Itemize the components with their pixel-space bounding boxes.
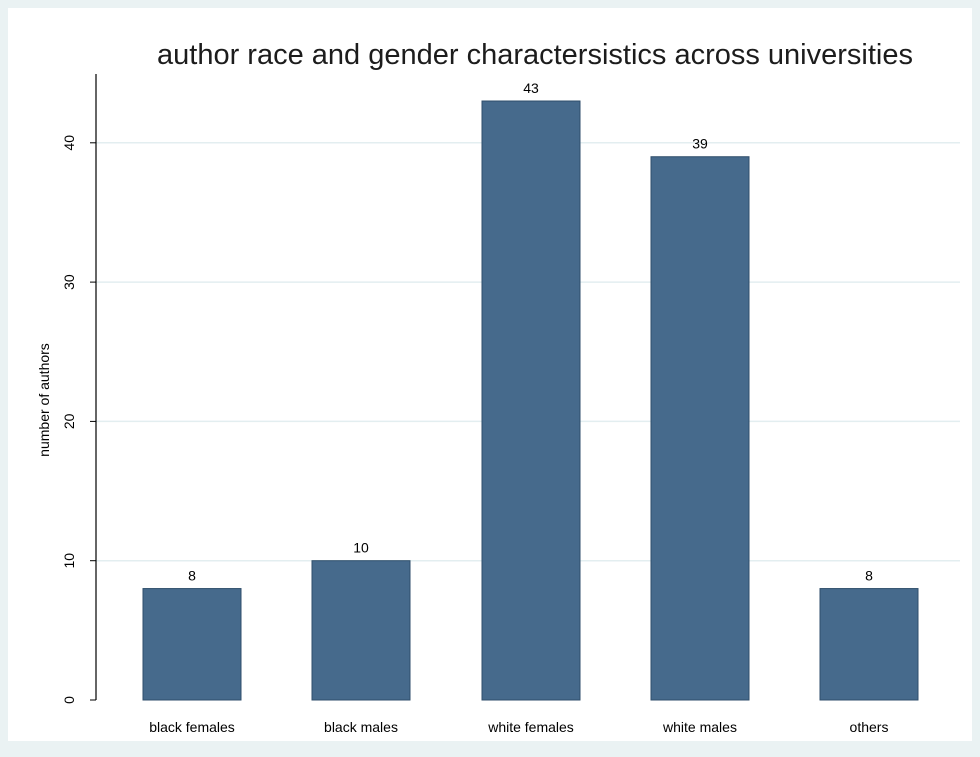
data-label: 10 [353,540,369,556]
y-tick-label: 30 [61,274,77,290]
chart-title: author race and gender charactersistics … [157,39,913,71]
y-axis-label: number of authors [36,343,52,457]
y-tick-label: 10 [61,553,77,569]
y-tick-label: 40 [61,135,77,151]
bar [819,588,919,701]
x-tick-label: white females [487,719,574,735]
y-axis-ticks: 0 10 20 30 40 [61,135,96,704]
data-label: 39 [692,136,708,152]
bar [311,560,411,701]
x-tick-label: black males [324,719,398,735]
y-tick-label: 0 [61,696,77,704]
data-label: 8 [188,568,196,584]
bar [481,100,581,701]
x-tick-label: others [850,719,889,735]
bar [650,156,750,701]
x-axis-ticks: black females black males white females whi… [149,719,888,735]
data-label: 8 [865,568,873,584]
x-tick-label: black females [149,719,235,735]
data-label: 43 [523,80,539,96]
y-tick-label: 20 [61,413,77,429]
bar [142,588,242,701]
bars: 8 10 43 39 8 [142,80,919,701]
x-tick-label: white males [662,719,737,735]
